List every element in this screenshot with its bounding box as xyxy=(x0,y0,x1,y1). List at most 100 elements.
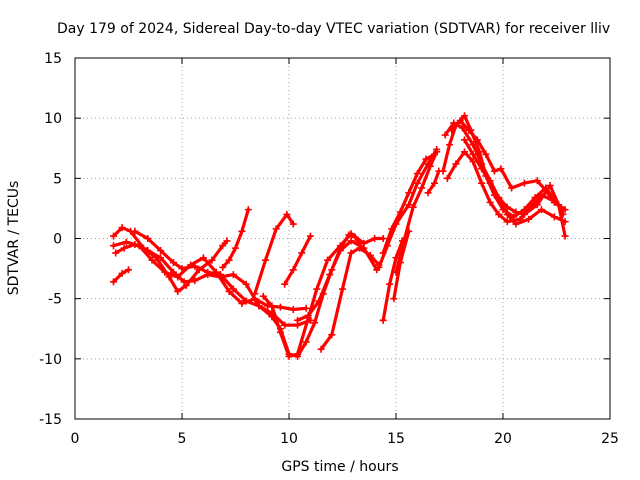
data-point xyxy=(272,225,280,233)
data-point xyxy=(125,266,132,274)
data-point xyxy=(482,150,490,158)
data-point xyxy=(223,237,231,245)
data-point xyxy=(110,278,118,286)
data-point xyxy=(328,331,336,339)
data-point xyxy=(313,285,321,293)
data-point xyxy=(396,259,404,267)
data-point xyxy=(525,215,533,223)
data-point xyxy=(148,256,156,264)
series-line xyxy=(426,169,441,195)
data-point xyxy=(559,210,567,218)
x-tick-label: 20 xyxy=(494,431,512,447)
data-point xyxy=(302,304,310,312)
data-point xyxy=(379,235,387,242)
data-point xyxy=(199,254,207,262)
series-track-16 xyxy=(390,227,413,303)
data-point xyxy=(311,319,319,327)
data-point xyxy=(174,287,182,295)
data-point xyxy=(255,302,263,310)
data-point xyxy=(289,220,297,228)
data-point xyxy=(294,350,302,358)
data-point xyxy=(405,201,413,209)
data-point xyxy=(306,232,314,240)
data-point xyxy=(379,316,387,324)
data-point xyxy=(157,254,165,262)
data-point xyxy=(131,241,139,249)
data-point xyxy=(281,321,289,329)
data-point xyxy=(229,271,237,279)
data-point xyxy=(244,206,252,214)
data-point xyxy=(452,160,460,168)
data-point xyxy=(546,182,554,190)
data-point xyxy=(169,268,177,276)
data-point xyxy=(180,278,188,286)
x-tick-label: 0 xyxy=(71,431,80,447)
data-point xyxy=(360,244,368,252)
x-tick-label: 25 xyxy=(601,431,619,447)
data-point xyxy=(347,237,355,245)
data-point xyxy=(157,247,165,255)
data-point xyxy=(217,271,225,279)
x-axis-label: GPS time / hours xyxy=(281,459,398,475)
y-tick-label: 10 xyxy=(44,111,62,127)
series-track-6 xyxy=(219,206,252,271)
data-point xyxy=(520,179,528,187)
y-tick-label: 15 xyxy=(44,51,62,67)
data-point xyxy=(431,179,439,187)
data-point xyxy=(144,235,152,242)
data-point xyxy=(144,247,152,255)
data-point xyxy=(324,256,332,264)
data-point xyxy=(561,206,569,214)
data-point xyxy=(120,244,128,252)
data-point xyxy=(251,290,259,298)
data-point xyxy=(418,184,426,192)
data-point xyxy=(495,210,503,218)
data-point xyxy=(242,297,250,305)
x-tick-label: 5 xyxy=(178,431,187,447)
series-line xyxy=(296,239,379,322)
data-point xyxy=(490,167,498,175)
data-point xyxy=(317,345,325,353)
data-point xyxy=(191,262,199,270)
data-point xyxy=(478,179,486,187)
data-point xyxy=(225,287,233,295)
data-point xyxy=(276,328,284,336)
data-point xyxy=(386,280,394,288)
chart-title: Day 179 of 2024, Sidereal Day-to-day VTE… xyxy=(57,21,610,37)
x-tick-label: 15 xyxy=(387,431,405,447)
series-track-9 xyxy=(281,232,314,288)
series-line xyxy=(381,239,404,322)
data-point xyxy=(379,249,387,257)
data-point xyxy=(446,141,453,149)
data-point xyxy=(225,256,233,264)
data-point xyxy=(232,244,239,252)
data-point xyxy=(439,167,447,175)
series-track-17 xyxy=(424,167,443,197)
data-point xyxy=(178,265,186,273)
data-point xyxy=(347,230,355,238)
data-point xyxy=(443,174,451,182)
series-line xyxy=(111,268,131,284)
grid xyxy=(75,58,610,419)
data-point xyxy=(413,179,421,187)
data-point xyxy=(259,292,267,300)
data-point xyxy=(289,266,297,274)
data-point xyxy=(339,285,346,293)
data-point xyxy=(169,259,177,267)
data-point xyxy=(460,112,468,120)
data-point xyxy=(118,269,126,277)
data-point xyxy=(390,295,398,303)
data-point xyxy=(469,150,477,158)
data-point xyxy=(508,184,516,192)
data-point xyxy=(375,263,383,271)
data-point xyxy=(118,224,126,232)
data-point xyxy=(561,232,569,240)
data-point xyxy=(283,210,291,218)
data-point xyxy=(294,316,302,324)
data-point xyxy=(302,338,310,346)
data-point xyxy=(465,126,473,134)
data-point xyxy=(495,194,503,202)
data-point xyxy=(460,136,468,144)
data-point xyxy=(503,210,511,218)
